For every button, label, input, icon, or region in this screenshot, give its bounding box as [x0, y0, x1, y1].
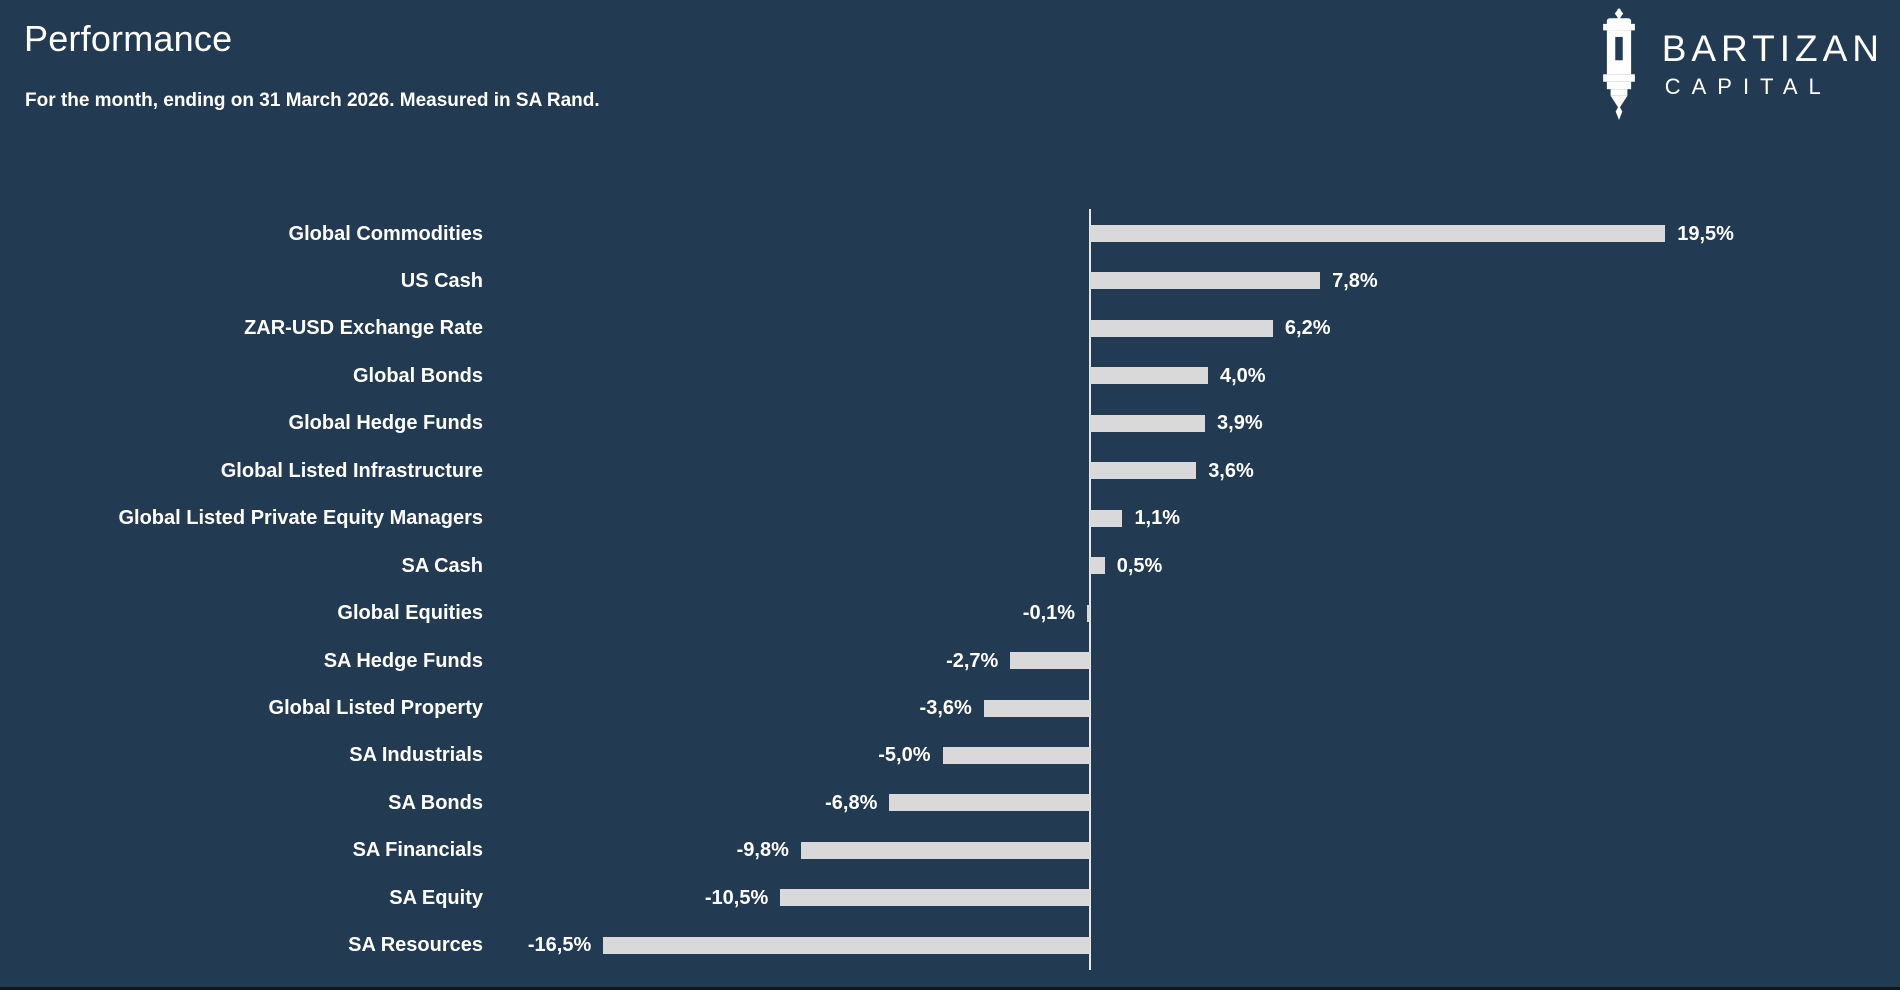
bar	[800, 841, 1090, 859]
category-label: SA Cash	[401, 554, 483, 577]
page-title: Performance	[24, 18, 233, 59]
category-label: SA Bonds	[388, 791, 483, 814]
bar	[1090, 557, 1105, 575]
bar	[1090, 319, 1273, 337]
brand-subname: CAPITAL	[1664, 74, 1832, 99]
bar	[1090, 462, 1197, 480]
value-label: 3,9%	[1217, 412, 1263, 435]
bar	[889, 794, 1090, 812]
value-label: -0,1%	[1022, 602, 1076, 625]
value-label: -6,8%	[825, 791, 878, 814]
zero-axis-line	[1089, 209, 1091, 970]
category-label: Global Listed Infrastructure	[220, 459, 483, 482]
bar	[1090, 509, 1123, 527]
value-label: 6,2%	[1284, 317, 1331, 340]
value-label: 19,5%	[1677, 222, 1734, 245]
bartizan-capital-logo: BARTIZAN CAPITAL	[1590, 8, 1884, 120]
value-label: -5,0%	[878, 744, 931, 767]
value-label: 4,0%	[1220, 364, 1266, 387]
bar	[780, 889, 1090, 907]
page-subtitle: For the month, ending on 31 March 2026. …	[25, 90, 600, 111]
brand-name: BARTIZAN	[1661, 28, 1884, 69]
category-label: Global Listed Private Equity Managers	[118, 507, 483, 530]
category-label: SA Hedge Funds	[323, 649, 483, 672]
value-label: 7,8%	[1332, 269, 1378, 292]
bartizan-turret-icon	[1590, 8, 1648, 120]
bar	[1090, 367, 1208, 385]
category-label: Global Bonds	[353, 364, 483, 387]
bar	[1010, 652, 1090, 670]
category-label: Global Equities	[337, 602, 483, 625]
category-label: SA Equity	[389, 886, 483, 909]
category-label: Global Hedge Funds	[288, 412, 483, 435]
category-label: Global Listed Property	[268, 697, 483, 719]
bar	[603, 936, 1090, 954]
value-label: -9,8%	[736, 839, 789, 862]
category-label: SA Resources	[348, 934, 483, 957]
logo-text: BARTIZAN CAPITAL	[1662, 8, 1884, 98]
bar	[942, 746, 1090, 764]
bar	[1090, 414, 1206, 432]
category-label: US Cash	[400, 269, 483, 292]
bar	[983, 699, 1090, 717]
bar	[1090, 272, 1321, 290]
value-label: -10,5%	[704, 886, 769, 909]
value-label: -2,7%	[946, 649, 999, 672]
category-label: ZAR-USD Exchange Rate	[244, 317, 483, 340]
category-label: SA Financials	[352, 839, 483, 862]
bar	[1090, 225, 1666, 242]
value-label: -16,5%	[527, 934, 592, 957]
category-label: SA Industrials	[349, 744, 483, 767]
value-label: -3,6%	[919, 697, 972, 719]
bar	[1087, 604, 1090, 622]
value-label: 3,6%	[1208, 459, 1254, 482]
value-label: 1,1%	[1134, 507, 1181, 530]
value-label: 0,5%	[1116, 554, 1163, 577]
category-label: Global Commodities	[288, 222, 483, 245]
